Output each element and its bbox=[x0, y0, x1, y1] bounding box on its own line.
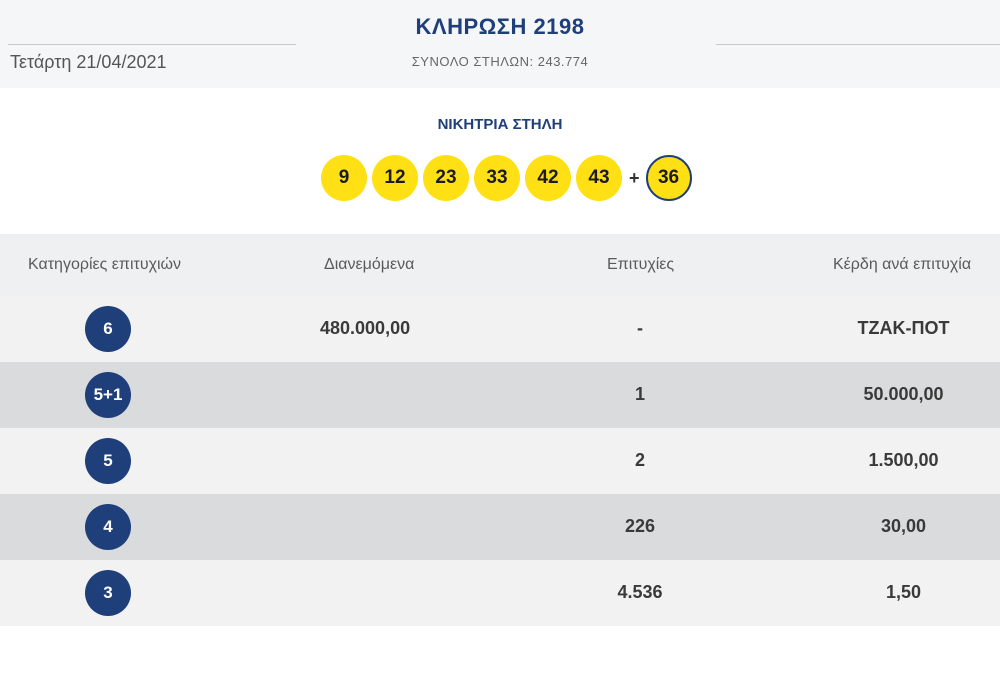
draw-date: Τετάρτη 21/04/2021 bbox=[10, 52, 167, 72]
prize-value: ΤΖΑΚ-ΠΟΤ bbox=[857, 318, 950, 338]
plus-sign: + bbox=[629, 167, 640, 188]
winners-value: 4.536 bbox=[617, 582, 663, 602]
header-prize: Κέρδη ανά επιτυχία bbox=[833, 256, 972, 273]
prize-value: 50.000,00 bbox=[863, 384, 944, 404]
number-ball: 12 bbox=[372, 155, 418, 201]
table-row: 5+1 1 50.000,00 bbox=[0, 362, 1000, 428]
distributed-value: 480.000,00 bbox=[320, 318, 411, 338]
number-ball: 33 bbox=[474, 155, 520, 201]
divider-right bbox=[716, 44, 1000, 45]
prize-value: 1,50 bbox=[885, 582, 922, 602]
draw-header: Τετάρτη 21/04/2021 ΚΛΗΡΩΣΗ 2198 ΣΥΝΟΛΟ Σ… bbox=[0, 0, 1000, 88]
prize-value: 30,00 bbox=[880, 516, 927, 536]
category-badge: 5 bbox=[85, 438, 131, 484]
header-category: Κατηγορίες επιτυχιών bbox=[28, 256, 182, 273]
table-row: 5 2 1.500,00 bbox=[0, 428, 1000, 494]
table-row: 4 226 30,00 bbox=[0, 494, 1000, 560]
results-table-header: Κατηγορίες επιτυχιών Διανεμόμενα Επιτυχί… bbox=[0, 234, 1000, 296]
number-ball: 43 bbox=[576, 155, 622, 201]
number-ball: 42 bbox=[525, 155, 571, 201]
winners-value: 226 bbox=[624, 516, 656, 536]
prize-value: 1.500,00 bbox=[868, 450, 939, 470]
draw-title: ΚΛΗΡΩΣΗ 2198 bbox=[415, 14, 585, 39]
category-badge: 3 bbox=[85, 570, 131, 616]
category-badge: 4 bbox=[85, 504, 131, 550]
winning-column-label: ΝΙΚΗΤΡΙΑ ΣΤΗΛΗ bbox=[437, 116, 563, 133]
winners-value: - bbox=[637, 318, 643, 338]
winners-value: 2 bbox=[634, 450, 645, 470]
number-ball: 9 bbox=[321, 155, 367, 201]
divider-left bbox=[8, 44, 296, 45]
bonus-ball: 36 bbox=[645, 155, 692, 201]
winning-numbers: 9 12 23 33 42 43 + 36 bbox=[321, 155, 697, 201]
category-badge: 5+1 bbox=[85, 372, 131, 418]
header-distributed: Διανεμόμενα bbox=[324, 256, 415, 273]
total-columns: ΣΥΝΟΛΟ ΣΤΗΛΩΝ: 243.774 bbox=[411, 54, 589, 69]
winning-column-section: ΝΙΚΗΤΡΙΑ ΣΤΗΛΗ 9 12 23 33 42 43 + 36 bbox=[0, 88, 1000, 234]
category-badge: 6 bbox=[85, 306, 131, 352]
table-row: 3 4.536 1,50 bbox=[0, 560, 1000, 626]
table-row: 6 480.000,00 - ΤΖΑΚ-ΠΟΤ bbox=[0, 296, 1000, 362]
header-winners: Επιτυχίες bbox=[607, 256, 675, 273]
number-ball: 23 bbox=[423, 155, 469, 201]
winners-value: 1 bbox=[634, 384, 645, 404]
